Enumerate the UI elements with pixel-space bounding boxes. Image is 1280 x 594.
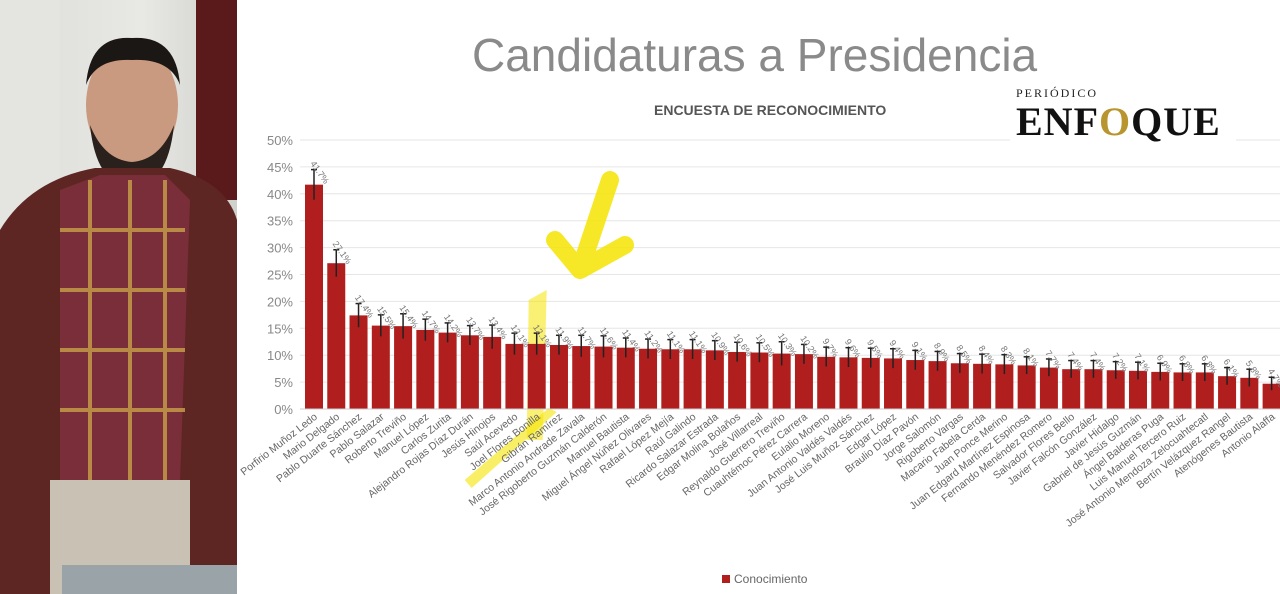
bar	[527, 343, 546, 409]
data-label: 41.7%	[308, 159, 331, 186]
bar	[705, 350, 724, 409]
bar	[505, 343, 524, 409]
bar	[1106, 370, 1125, 409]
bar	[950, 363, 969, 409]
y-tick-label: 10%	[267, 348, 293, 363]
bar	[928, 361, 947, 409]
bar	[1240, 377, 1259, 409]
bar	[327, 263, 346, 409]
bar	[616, 347, 635, 409]
bar	[906, 360, 925, 409]
bar	[728, 351, 747, 409]
chart-title: Candidaturas a Presidencia	[472, 29, 1038, 81]
y-tick-label: 5%	[274, 375, 293, 390]
highlight-label-marker	[464, 408, 557, 488]
legend-swatch	[722, 575, 730, 583]
bar	[349, 315, 368, 409]
bar	[639, 348, 658, 409]
bar	[772, 353, 791, 409]
y-tick-label: 25%	[267, 268, 293, 283]
bar	[861, 357, 880, 409]
bar	[995, 364, 1014, 409]
bar	[683, 349, 702, 409]
bar	[438, 332, 457, 409]
bar	[549, 344, 568, 409]
bar	[750, 352, 769, 409]
bar	[973, 363, 992, 409]
y-tick-label: 35%	[267, 214, 293, 229]
logo-top-text: PERIÓDICO	[1016, 86, 1099, 100]
y-tick-label: 50%	[267, 133, 293, 148]
bar	[1218, 376, 1237, 409]
bar	[483, 336, 502, 409]
bar	[1195, 372, 1214, 409]
enfoque-logo: PERIÓDICO ENFOQUE	[1010, 84, 1236, 146]
legend: Conocimiento	[722, 572, 807, 586]
y-tick-label: 15%	[267, 321, 293, 336]
logo-text-b: QUE	[1131, 99, 1221, 144]
bar	[1084, 369, 1103, 409]
bar	[884, 358, 903, 409]
arrow-annotation-icon	[546, 171, 634, 279]
bar	[1017, 365, 1036, 409]
bar	[1173, 372, 1192, 409]
bar	[817, 356, 836, 409]
bar	[460, 335, 479, 409]
person-photo	[0, 0, 237, 594]
person-photo-illustration	[0, 0, 237, 594]
bar	[1128, 370, 1147, 409]
data-label: 15.4%	[397, 303, 420, 330]
bar	[839, 357, 858, 409]
bar	[572, 346, 591, 409]
bar	[371, 325, 390, 409]
bar	[1151, 371, 1170, 409]
y-tick-label: 20%	[267, 294, 293, 309]
bar	[1062, 369, 1081, 409]
bar	[305, 184, 323, 409]
bar	[1039, 367, 1058, 409]
bar	[416, 329, 435, 409]
bar	[794, 354, 813, 409]
bar	[661, 349, 680, 409]
y-tick-label: 45%	[267, 160, 293, 175]
y-tick-label: 40%	[267, 187, 293, 202]
chart-subtitle: ENCUESTA DE RECONOCIMIENTO	[654, 102, 887, 118]
data-label: 27.1%	[331, 239, 354, 266]
logo-main-text: ENFOQUE	[1016, 100, 1221, 144]
legend-label: Conocimiento	[734, 572, 808, 586]
y-tick-label: 30%	[267, 241, 293, 256]
bar	[1262, 383, 1280, 409]
bar	[394, 326, 413, 409]
y-tick-label: 0%	[274, 402, 293, 417]
bar	[594, 346, 613, 409]
logo-text-o: O	[1099, 99, 1132, 144]
logo-text-a: ENF	[1016, 99, 1099, 144]
